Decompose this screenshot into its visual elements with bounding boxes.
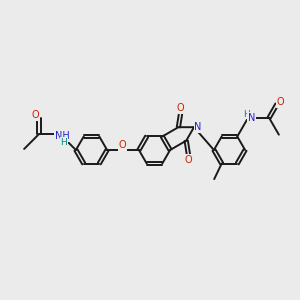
Text: H: H: [60, 138, 67, 147]
Text: H: H: [243, 110, 250, 119]
Text: O: O: [32, 110, 39, 121]
Text: O: O: [185, 155, 192, 165]
Text: NH: NH: [55, 131, 70, 141]
Text: O: O: [119, 140, 127, 151]
Text: O: O: [277, 97, 284, 107]
Text: O: O: [177, 103, 184, 113]
Text: N: N: [194, 122, 202, 132]
Text: N: N: [248, 113, 255, 123]
